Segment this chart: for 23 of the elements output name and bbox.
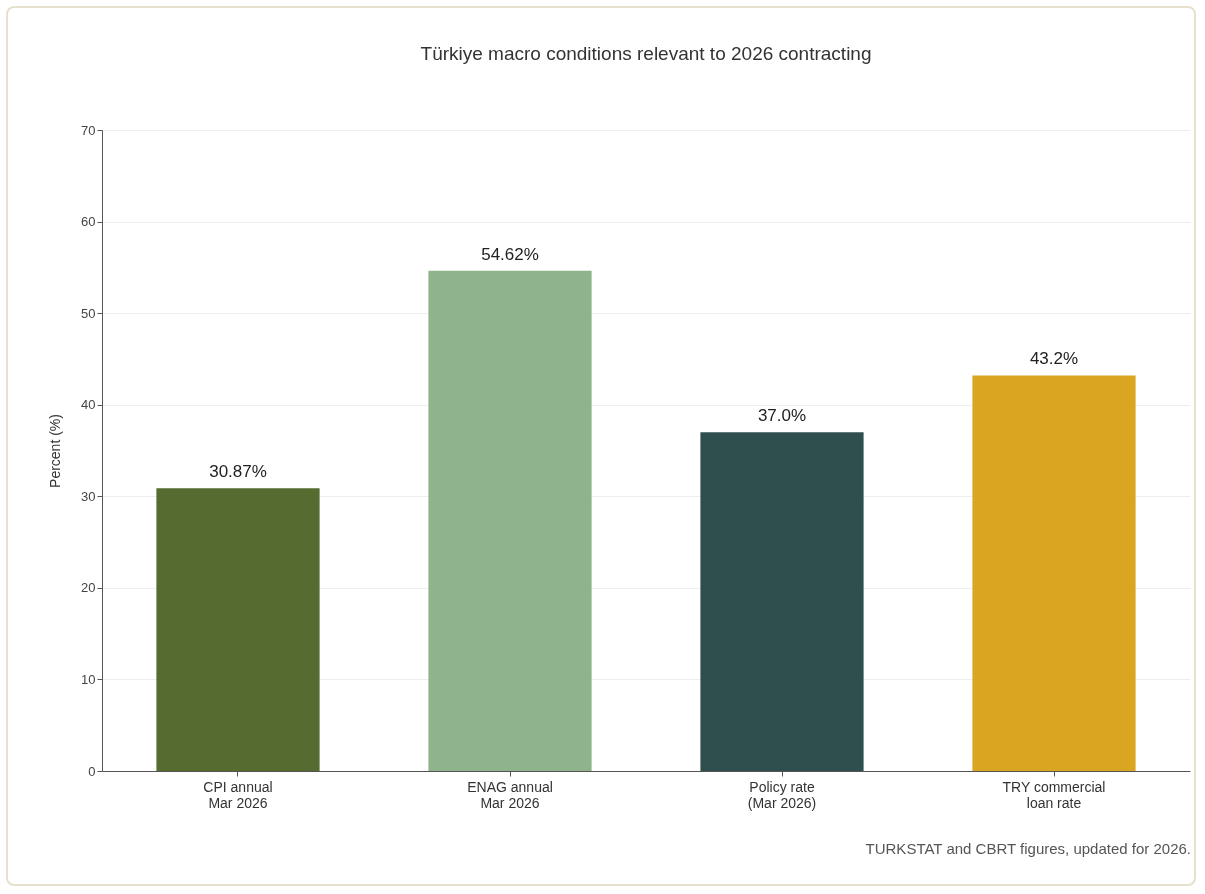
y-axis-title: Percent (%) (47, 414, 64, 488)
data-label: 37.0% (757, 406, 807, 426)
x-tick-label: TRY commercial loan rate (1002, 778, 1106, 811)
data-label: 54.62% (481, 244, 539, 264)
data-label: 43.2% (1029, 349, 1079, 369)
bar (156, 488, 320, 771)
x-tick-label: Policy rate (Mar 2026) (747, 778, 817, 811)
bar (972, 375, 1136, 771)
y-tick-label: 10 (81, 671, 96, 687)
text: TURKSTAT and CBRT figures, updated for 2026. (865, 840, 1191, 857)
y-tick-label: 60 (81, 214, 96, 230)
bar (428, 270, 592, 771)
bar (700, 432, 864, 771)
y-tick-label: 0 (88, 763, 96, 779)
chart-title: Türkiye macro conditions relevant to 2026 contracting (420, 43, 872, 64)
data-label: 30.87% (209, 462, 267, 482)
y-tick-label: 30 (81, 488, 96, 504)
x-tick-label: ENAG annual Mar 2026 (467, 778, 553, 811)
y-tick-label: 40 (81, 397, 96, 413)
x-tick-label: CPI annual Mar 2026 (203, 778, 273, 811)
y-tick-label: 20 (81, 580, 96, 596)
y-tick-label: 50 (81, 305, 96, 321)
y-tick-label: 70 (81, 122, 96, 138)
